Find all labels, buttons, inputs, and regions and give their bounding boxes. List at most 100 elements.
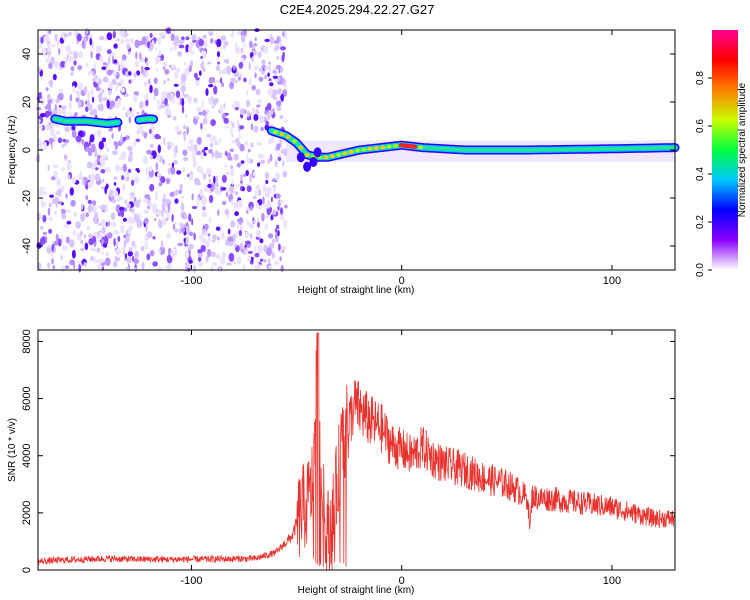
noise-speck xyxy=(169,141,174,148)
noise-speck xyxy=(252,195,257,200)
noise-speck xyxy=(257,245,263,254)
noise-speck xyxy=(208,149,213,154)
noise-speck xyxy=(135,138,141,142)
noise-speck xyxy=(103,76,109,83)
noise-speck xyxy=(121,54,127,61)
noise-speck xyxy=(89,110,96,116)
noise-speck xyxy=(217,209,220,217)
noise-speck xyxy=(48,228,53,234)
noise-speck xyxy=(58,88,64,94)
noise-speck xyxy=(113,43,118,49)
noise-speck xyxy=(113,69,117,77)
noise-speck xyxy=(191,205,198,210)
noise-speck xyxy=(282,89,288,97)
noise-speck xyxy=(239,108,246,116)
noise-speck xyxy=(222,200,227,206)
noise-speck xyxy=(51,258,54,265)
x-tick-label: 0 xyxy=(399,575,405,587)
noise-speck xyxy=(105,183,109,190)
noise-speck xyxy=(126,202,131,209)
colorbar-tick-label: 0.6 xyxy=(695,119,706,133)
noise-speck xyxy=(90,50,93,59)
noise-speck xyxy=(203,231,209,237)
noise-speck xyxy=(279,256,282,262)
noise-speck xyxy=(182,167,186,173)
noise-speck xyxy=(276,143,281,151)
noise-speck xyxy=(140,246,145,252)
noise-speck xyxy=(247,148,251,153)
noise-speck xyxy=(233,153,239,161)
noise-speck xyxy=(218,152,222,159)
noise-speck xyxy=(275,100,282,107)
noise-speck xyxy=(255,88,261,96)
noise-speck xyxy=(267,111,271,121)
noise-speck xyxy=(51,97,54,105)
noise-speck xyxy=(191,193,194,201)
noise-speck xyxy=(198,70,202,76)
noise-speck xyxy=(41,236,46,245)
noise-speck xyxy=(86,225,91,231)
noise-speck xyxy=(54,210,57,216)
noise-speck xyxy=(97,105,101,111)
noise-speck xyxy=(105,221,109,227)
noise-speck xyxy=(250,257,254,262)
noise-speck xyxy=(157,98,160,106)
noise-speck xyxy=(144,67,150,71)
noise-speck xyxy=(149,32,153,39)
noise-speck xyxy=(108,189,115,198)
noise-speck xyxy=(249,173,253,183)
noise-speck xyxy=(218,191,222,196)
noise-speck xyxy=(191,218,194,226)
noise-speck xyxy=(64,126,70,132)
noise-speck xyxy=(138,199,142,203)
noise-speck xyxy=(188,44,193,54)
ridge-hotspot xyxy=(279,132,285,137)
noise-speck xyxy=(88,238,94,246)
noise-speck xyxy=(187,173,190,177)
noise-speck xyxy=(279,115,284,120)
noise-speck xyxy=(67,174,71,180)
noise-speck xyxy=(128,247,133,252)
noise-speck xyxy=(39,213,42,218)
noise-speck xyxy=(199,47,205,52)
noise-speck xyxy=(85,212,90,218)
noise-speck xyxy=(259,238,264,244)
noise-speck xyxy=(113,238,116,247)
noise-speck xyxy=(268,140,275,144)
noise-speck xyxy=(177,51,182,57)
noise-speck xyxy=(230,199,234,206)
noise-speck xyxy=(87,70,94,76)
noise-speck xyxy=(95,259,101,264)
noise-speck xyxy=(205,254,209,263)
noise-speck xyxy=(145,223,148,232)
noise-speck xyxy=(247,255,252,262)
noise-speck xyxy=(143,81,149,87)
noise-speck xyxy=(186,95,193,102)
noise-speck xyxy=(159,246,166,256)
noise-speck xyxy=(234,107,239,111)
noise-speck xyxy=(91,40,95,50)
noise-speck xyxy=(253,245,257,254)
noise-speck xyxy=(266,201,272,209)
noise-speck xyxy=(56,107,63,116)
noise-speck xyxy=(160,176,166,184)
noise-speck xyxy=(202,173,207,180)
noise-speck xyxy=(158,50,162,57)
noise-speck xyxy=(64,141,67,147)
noise-speck xyxy=(115,242,118,248)
noise-speck xyxy=(237,199,243,208)
noise-speck xyxy=(106,99,110,109)
noise-speck xyxy=(251,85,256,91)
noise-speck xyxy=(99,155,106,164)
noise-speck xyxy=(53,196,60,204)
noise-speck xyxy=(162,66,166,70)
noise-speck xyxy=(50,44,56,48)
noise-speck xyxy=(267,63,272,72)
noise-speck xyxy=(181,105,185,114)
noise-speck xyxy=(117,166,123,171)
noise-speck xyxy=(198,256,202,263)
noise-speck xyxy=(242,264,246,271)
noise-speck xyxy=(257,98,261,104)
noise-speck xyxy=(105,166,111,173)
noise-speck xyxy=(69,94,73,102)
